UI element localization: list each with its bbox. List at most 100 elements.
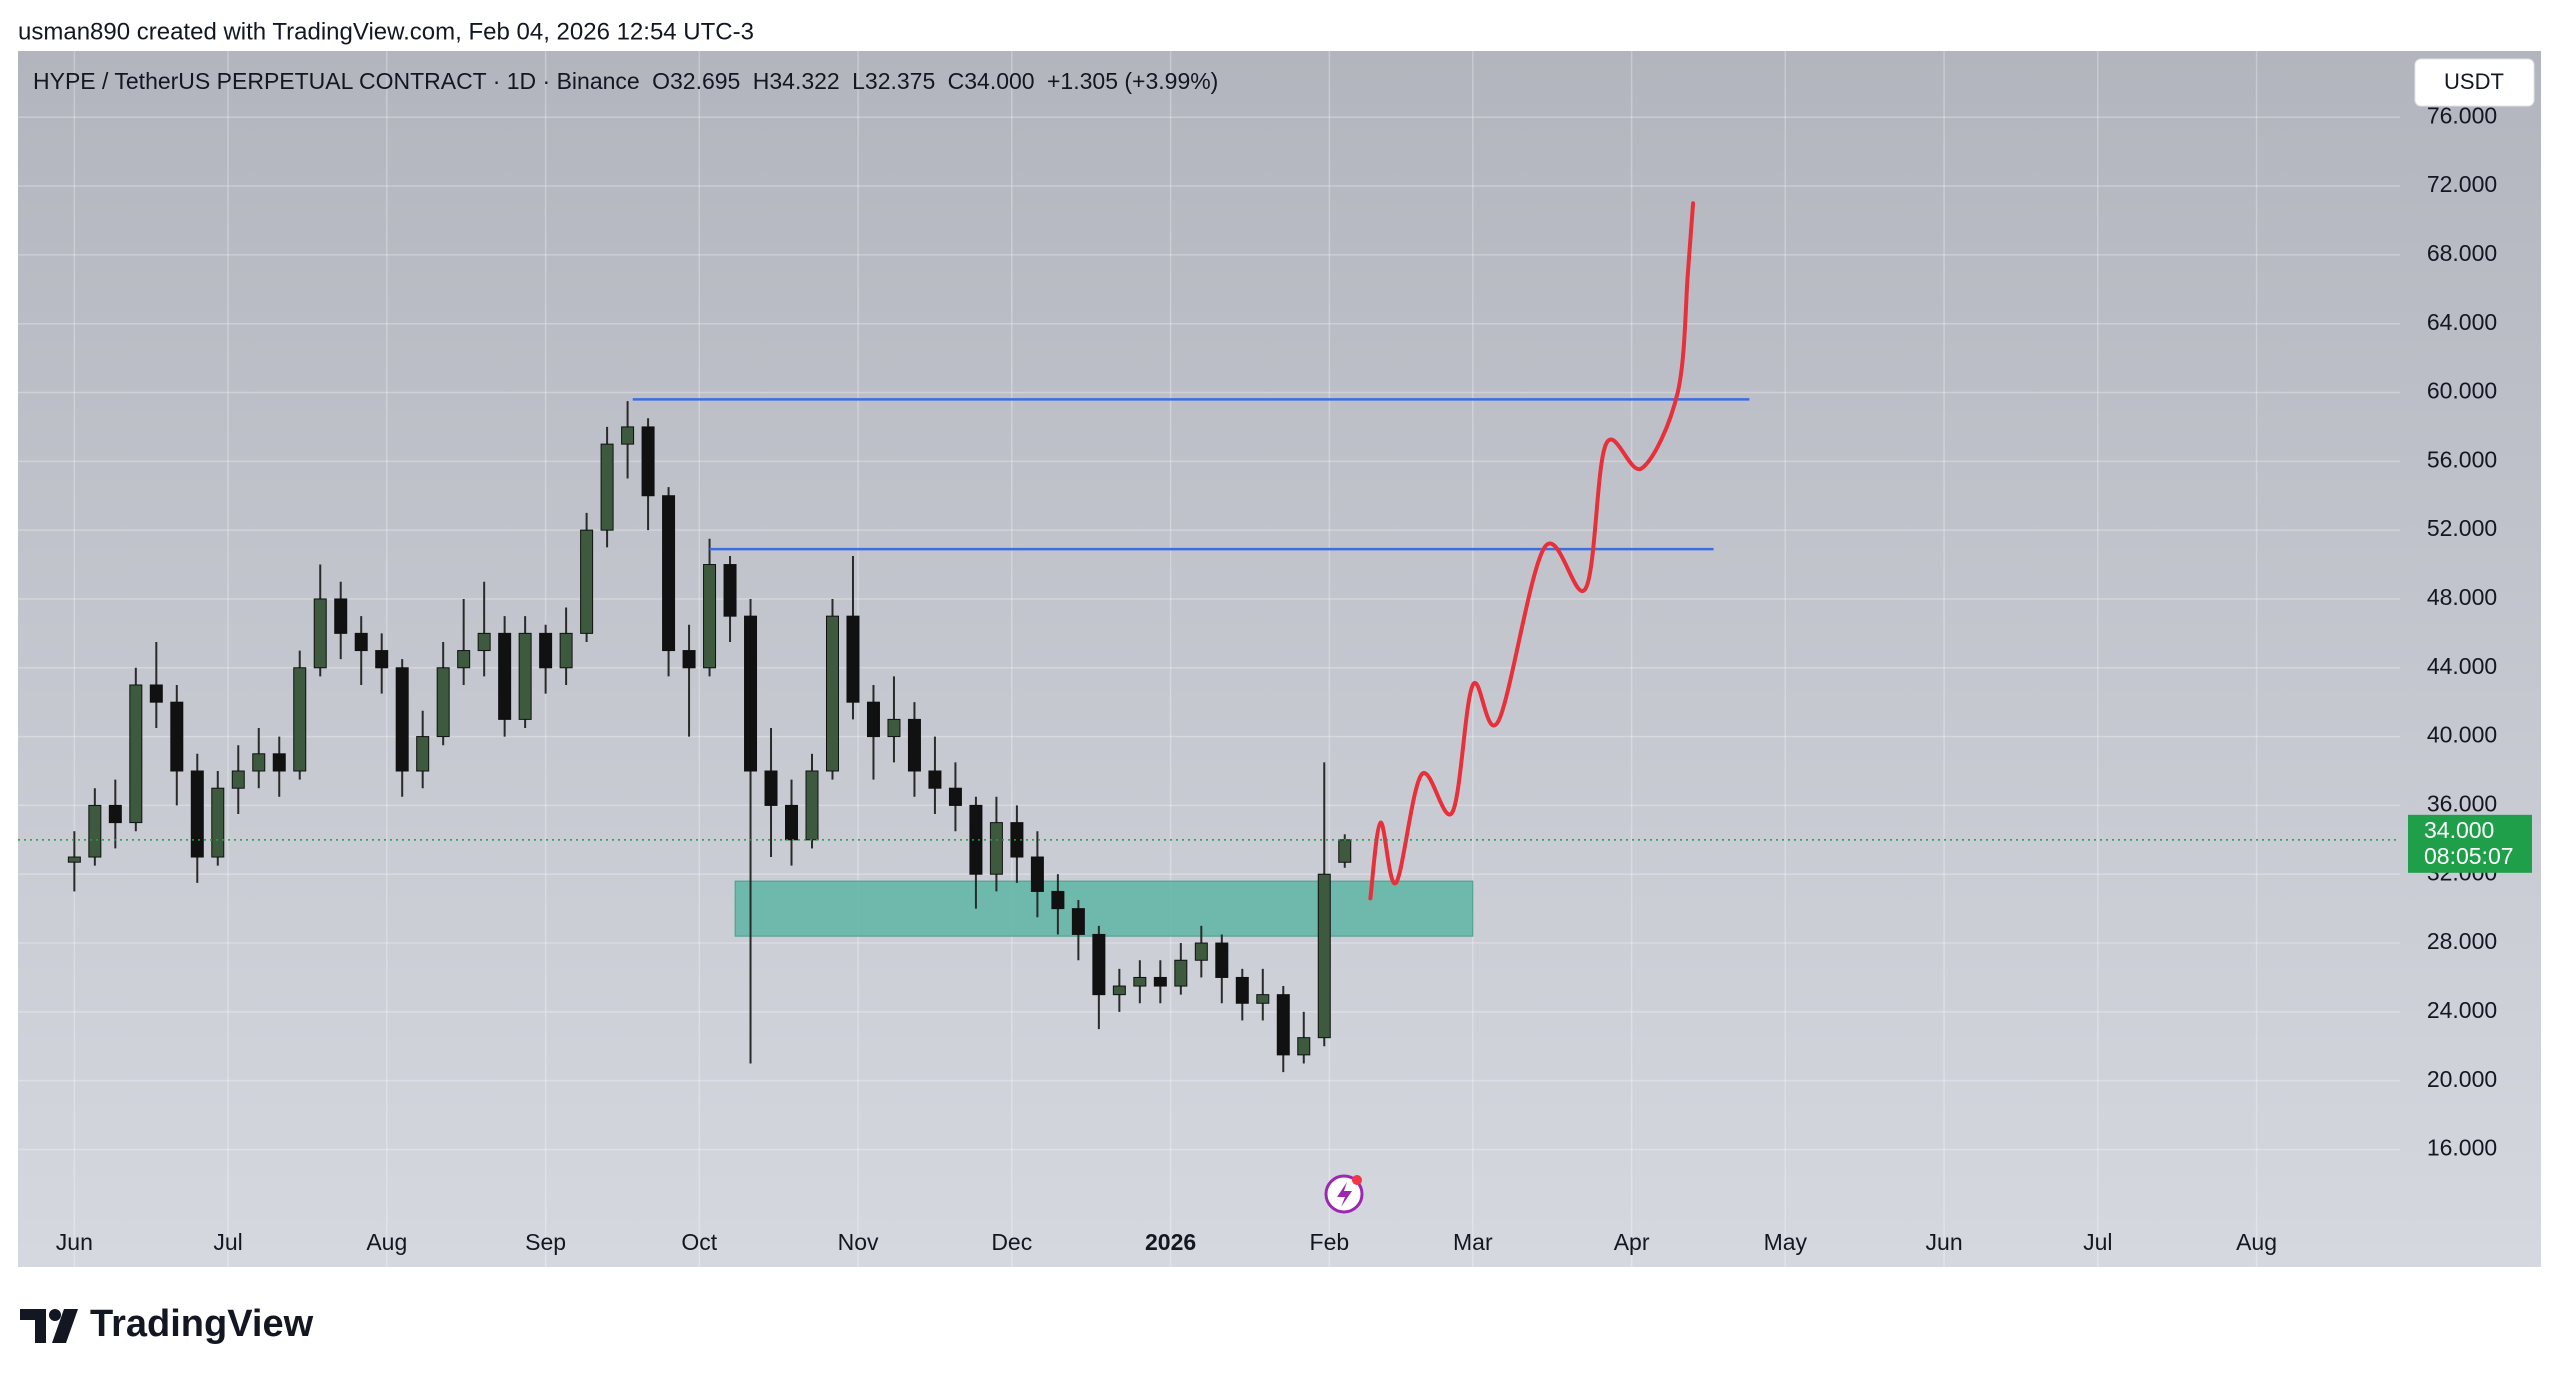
candle-body	[785, 804, 799, 841]
candle-body	[1338, 839, 1352, 863]
candle-body	[1133, 976, 1147, 987]
candle-body	[887, 718, 901, 738]
candle-body	[723, 564, 737, 617]
candle-body	[1051, 890, 1065, 910]
x-tick-label: Aug	[2236, 1229, 2277, 1255]
button-box[interactable]	[2414, 58, 2535, 107]
candle-body	[477, 632, 491, 652]
candle-body	[1276, 994, 1290, 1056]
last-price-box	[2408, 814, 2532, 873]
candle-body	[539, 632, 553, 669]
candle-body	[354, 632, 368, 652]
symbol: HYPE / TetherUS PERPETUAL CONTRACT · 1D …	[33, 68, 640, 94]
candle-body	[149, 684, 163, 703]
logo-mark	[49, 1309, 61, 1321]
candle-body	[1153, 976, 1167, 987]
grid	[18, 51, 2400, 1267]
last-price-label: 34.000	[2424, 817, 2494, 843]
low: L32.375	[852, 68, 935, 94]
candle-body	[1112, 985, 1126, 996]
candle-body	[108, 804, 122, 824]
x-tick-label: Dec	[991, 1229, 1032, 1255]
candle-body	[600, 443, 614, 531]
y-tick-label: 72.000	[2427, 171, 2497, 197]
currency-button[interactable]: USDT	[2414, 58, 2535, 107]
x-tick-label: Jun	[56, 1229, 93, 1255]
candle-body	[744, 615, 758, 772]
candle-body	[928, 770, 942, 789]
x-tick-label: Sep	[525, 1229, 566, 1255]
high: H34.322	[753, 68, 840, 94]
y-tick-label: 16.000	[2427, 1135, 2497, 1161]
x-tick-label: Jul	[213, 1229, 242, 1255]
y-tick-label: 68.000	[2427, 240, 2497, 266]
y-tick-label: 56.000	[2427, 446, 2497, 472]
candle-body	[1174, 959, 1188, 987]
logo: TradingView	[20, 1303, 314, 1345]
candle-body	[764, 770, 778, 806]
candle-body	[621, 426, 635, 445]
candle-body	[641, 426, 655, 497]
candle-body	[293, 667, 307, 772]
legend: HYPE / TetherUS PERPETUAL CONTRACT · 1D …	[33, 68, 1218, 94]
y-tick-label: 40.000	[2427, 722, 2497, 748]
candle-body	[457, 650, 471, 669]
projection-line	[1368, 201, 1696, 901]
close: C34.000	[948, 68, 1035, 94]
candle-body	[1071, 908, 1085, 935]
y-tick-label: 76.000	[2427, 102, 2497, 128]
y-tick-label: 60.000	[2427, 378, 2497, 404]
candle-body	[498, 632, 512, 720]
candle-body	[211, 787, 225, 858]
candle-body	[416, 736, 430, 772]
logo-text: TradingView	[90, 1303, 314, 1345]
candle-body	[580, 529, 594, 634]
candle-body	[948, 787, 962, 806]
x-tick-label: Apr	[1614, 1229, 1650, 1255]
x-tick-label: Jun	[1926, 1229, 1963, 1255]
y-tick-label: 64.000	[2427, 309, 2497, 335]
y-tick-label: 44.000	[2427, 653, 2497, 679]
candle-body	[1256, 994, 1270, 1004]
chart-background	[18, 51, 2541, 1267]
x-tick-label: Nov	[838, 1229, 879, 1255]
candle-body	[866, 701, 880, 738]
x-tick-label: Mar	[1453, 1229, 1493, 1255]
candle-body	[170, 701, 184, 772]
candle-body	[190, 770, 204, 858]
candle-body	[231, 770, 245, 789]
y-tick-label: 24.000	[2427, 997, 2497, 1023]
candle-body	[703, 564, 717, 669]
y-tick-label: 20.000	[2427, 1066, 2497, 1092]
x-tick-label: Feb	[1310, 1229, 1350, 1255]
candle-body	[1235, 976, 1249, 1004]
candle-body	[334, 598, 348, 634]
candle-body	[272, 753, 286, 772]
candle-body	[1030, 856, 1044, 892]
x-tick-label: Aug	[366, 1229, 407, 1255]
candle-body	[252, 753, 266, 772]
candle-body	[395, 667, 409, 772]
x-tick-label: Oct	[681, 1229, 717, 1255]
button-label[interactable]: USDT	[2444, 69, 2504, 94]
candle-body	[88, 804, 102, 858]
icon-bolt[interactable]	[1337, 1182, 1352, 1207]
candle-body	[1194, 942, 1208, 961]
candle-body	[129, 684, 143, 824]
candle-body	[1317, 873, 1331, 1039]
candle-body	[805, 770, 819, 841]
countdown: 08:05:07	[2424, 843, 2514, 869]
icon-dot[interactable]	[1352, 1175, 1362, 1185]
candle-body	[662, 495, 676, 652]
flash-icon[interactable]	[1324, 1174, 1364, 1214]
candle-body	[825, 615, 839, 772]
candle-body	[1092, 933, 1106, 996]
x-tick-label: May	[1764, 1229, 1808, 1255]
candle-body	[907, 718, 921, 772]
candle-body	[846, 615, 860, 703]
y-tick-label: 52.000	[2427, 515, 2497, 541]
candle-body	[375, 650, 389, 669]
plot	[18, 201, 2400, 1073]
candle-body	[518, 632, 532, 720]
